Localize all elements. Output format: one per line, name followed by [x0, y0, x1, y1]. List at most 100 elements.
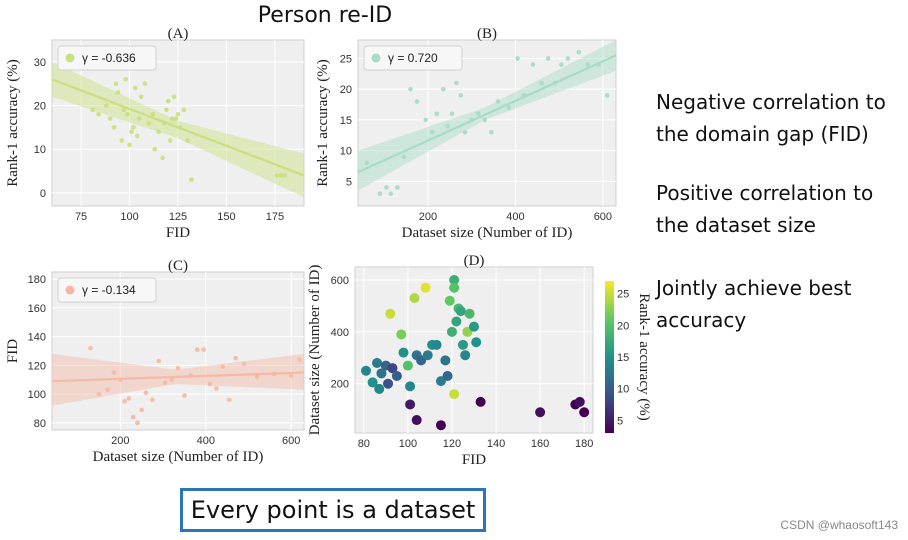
data-point: [446, 326, 457, 337]
data-point: [565, 56, 571, 61]
data-point: [214, 386, 219, 391]
data-point: [469, 321, 479, 332]
data-point: [402, 360, 413, 371]
data-point: [585, 62, 590, 67]
data-point: [189, 177, 194, 183]
x-tick-label: 100: [120, 211, 138, 223]
data-point: [139, 407, 144, 413]
data-point: [173, 116, 179, 121]
data-point: [458, 93, 464, 98]
data-point: [414, 99, 420, 104]
page-title: Person re-ID: [257, 3, 393, 28]
data-point: [364, 160, 370, 166]
x-axis-label: Dataset size (Number of ID): [93, 449, 264, 465]
confidence-band: [52, 353, 304, 406]
data-point: [167, 138, 173, 143]
x-tick-label: 120: [443, 438, 461, 450]
data-point: [445, 123, 450, 129]
y-tick-label: 120: [28, 360, 46, 372]
note-line: Jointly achieve best: [656, 276, 852, 300]
data-point: [596, 62, 601, 67]
data-point: [462, 129, 468, 135]
data-point: [384, 185, 389, 190]
data-point: [574, 396, 585, 407]
data-point: [134, 133, 140, 139]
x-axis-label: Dataset size (Number of ID): [402, 225, 573, 241]
legend-label: γ = -0.134: [82, 283, 136, 297]
y-axis-label: Rank-1 accuracy (%): [315, 59, 331, 186]
data-point: [376, 368, 387, 379]
data-point: [431, 339, 442, 350]
legend-label: γ = 0.720: [388, 51, 438, 65]
note-line: Negative correlation to: [656, 90, 886, 114]
data-point: [471, 337, 482, 348]
note-positive-correlation: Positive correlation to the dataset size: [656, 177, 873, 241]
data-point: [297, 357, 303, 362]
data-point: [449, 282, 460, 293]
data-point: [405, 399, 416, 410]
x-tick-label: 600: [282, 435, 300, 447]
data-point: [387, 363, 398, 374]
data-point: [455, 306, 466, 317]
note-negative-correlation: Negative correlation to the domain gap (…: [656, 86, 886, 150]
x-tick-label: 150: [217, 211, 235, 223]
data-point: [442, 370, 453, 381]
data-point: [274, 173, 280, 178]
data-point: [440, 355, 451, 366]
data-point: [111, 125, 117, 130]
note-line: the dataset size: [656, 213, 816, 237]
legend-marker: [65, 285, 75, 295]
data-point: [398, 347, 409, 358]
legend-box: [57, 45, 157, 71]
data-point: [271, 371, 277, 377]
data-point: [233, 355, 238, 361]
data-point: [278, 173, 284, 178]
data-point: [374, 383, 385, 394]
data-point: [405, 381, 416, 392]
data-point: [226, 397, 232, 403]
data-point: [391, 370, 402, 381]
data-point: [105, 387, 110, 393]
data-point: [396, 329, 407, 340]
y-tick-label: 10: [34, 144, 46, 156]
data-point: [103, 103, 109, 108]
colorbar-tick-label: 25: [617, 289, 629, 301]
data-point: [125, 111, 130, 117]
panel-title: (C): [168, 258, 188, 274]
y-tick-label: 80: [34, 418, 46, 430]
chart-c: (C) 200 400 600 80 100 120 140 160 180 Dataset siz…: [5, 258, 305, 465]
note-line: accuracy: [656, 308, 747, 332]
x-axis-label: FID: [166, 225, 190, 241]
y-tick-label: 10: [340, 146, 352, 158]
legend-marker: [65, 53, 75, 63]
data-point: [482, 117, 488, 123]
data-point: [96, 391, 102, 397]
data-point: [401, 154, 407, 160]
y-tick-label: 600: [331, 275, 349, 287]
data-point: [530, 62, 536, 67]
data-point: [408, 86, 413, 92]
data-point: [377, 191, 383, 197]
data-point: [88, 345, 93, 351]
colorbar-tick-label: 5: [617, 415, 623, 427]
data-point: [115, 90, 121, 95]
data-point: [171, 94, 177, 100]
legend-box: [363, 45, 463, 71]
note-line: the domain gap (FID): [656, 122, 869, 146]
data-point: [160, 155, 165, 161]
panel-title: (A): [168, 26, 189, 42]
y-tick-label: 400: [331, 327, 349, 339]
regression-line: [51, 371, 305, 383]
chart-a: (A) 75 100 125 150 175 0 10 20 30 FID Rank-1 accura…: [5, 26, 305, 241]
data-point: [96, 111, 101, 117]
y-tick-label: 30: [34, 57, 46, 69]
data-point: [111, 370, 117, 375]
data-point: [367, 377, 378, 388]
colorbar-tick-label: 10: [617, 384, 629, 396]
data-point: [552, 80, 558, 86]
data-point: [131, 125, 136, 130]
y-axis-label: FID: [5, 339, 21, 363]
data-point: [194, 347, 200, 352]
legend-marker: [371, 53, 381, 63]
panel-title: (D): [464, 253, 485, 269]
